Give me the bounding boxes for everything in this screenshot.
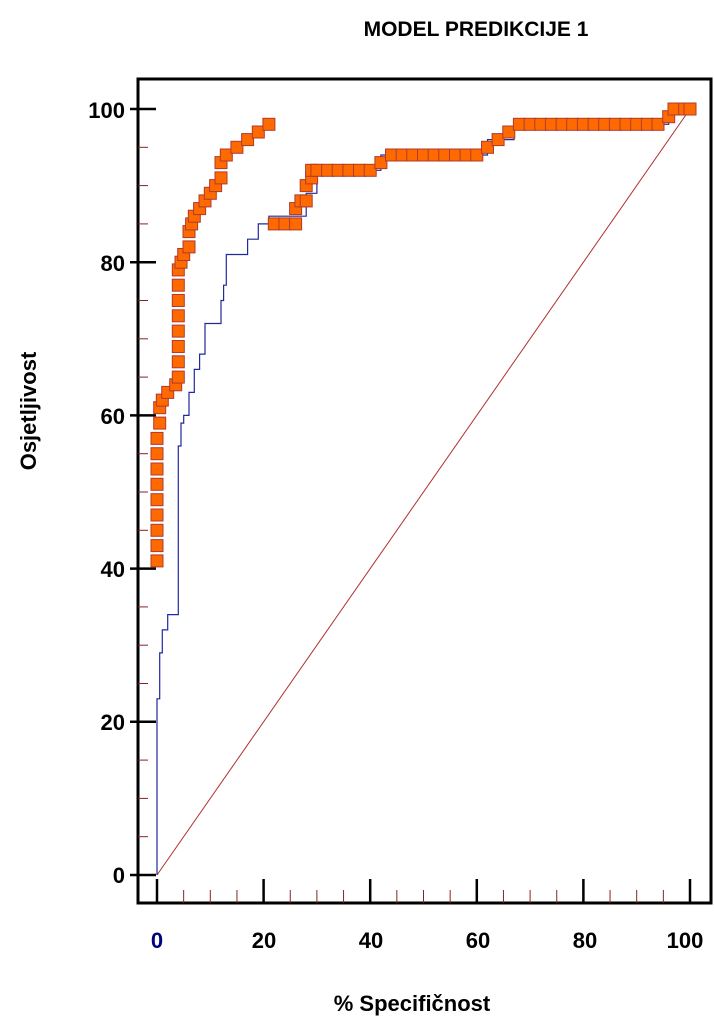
y-tick-label: 40	[101, 557, 125, 582]
ci-box-marker	[150, 431, 164, 445]
ci-box-marker	[481, 140, 494, 154]
ci-box-marker	[251, 125, 265, 139]
y-axis-title: Osjetljivost	[16, 351, 41, 470]
ci-box-marker	[219, 148, 233, 162]
ci-box-marker	[171, 324, 185, 338]
ci-box-marker	[150, 462, 164, 476]
ci-box-marker	[150, 523, 164, 537]
chart-title: MODEL PREDIKCIJE 1	[364, 18, 589, 41]
x-tick-labels: 0 20 40 60 80 100	[151, 928, 703, 953]
y-tick-label: 0	[113, 863, 125, 888]
ci-box-marker	[241, 133, 255, 147]
ci-box-marker	[299, 194, 313, 208]
ci-box-marker	[363, 163, 377, 177]
ci-box-marker	[150, 477, 164, 491]
diagonal-layer	[156, 108, 691, 876]
x-tick-label: 80	[573, 928, 597, 953]
x-tick-label: 100	[667, 928, 704, 953]
ci-box-marker	[502, 125, 516, 139]
x-tick-label: 20	[252, 928, 276, 953]
ci-box-marker	[214, 171, 228, 185]
ci-box-marker	[150, 554, 164, 568]
x-axis-title: % Specifičnost	[334, 991, 491, 1016]
x-tick-label: 60	[466, 928, 490, 953]
y-tick-label: 60	[101, 404, 125, 429]
ci-box-marker	[150, 447, 164, 461]
ci-box-marker	[171, 294, 185, 307]
ci-box-marker	[683, 102, 697, 116]
ci-box-marker	[182, 240, 196, 254]
ci-box-marker	[150, 539, 164, 553]
ci-box-marker	[171, 355, 185, 369]
ci-box-marker	[651, 117, 665, 131]
ci-box-marker	[171, 340, 185, 353]
ci-box-marker	[230, 140, 244, 154]
y-tick-label: 100	[88, 98, 125, 123]
ci-box-marker	[150, 508, 164, 522]
ci-box-marker	[491, 133, 505, 147]
x-tick-label: 0	[151, 928, 163, 953]
y-tick-label: 80	[101, 251, 125, 276]
major-ticks	[130, 107, 692, 903]
ci-box-marker	[374, 156, 388, 170]
minor-ticks	[138, 146, 664, 903]
ci-box-marker	[171, 309, 185, 323]
diagonal-reference-line	[156, 108, 691, 876]
ci-box-marker	[150, 493, 164, 507]
plot-frame	[136, 77, 713, 905]
x-tick-label: 40	[359, 928, 383, 953]
y-axis-title-group: Osjetljivost	[16, 351, 41, 470]
ci-box-marker	[153, 416, 167, 430]
ci-box-marker	[171, 370, 185, 384]
ci-box-marker	[262, 117, 276, 131]
ci-box-marker	[289, 217, 303, 231]
ci-box-marker	[171, 278, 185, 292]
y-tick-label: 20	[101, 710, 125, 735]
ci-box-marker	[470, 148, 484, 162]
ci-box-layer	[150, 102, 697, 568]
y-tick-labels: 0 20 40 60 80 100	[88, 98, 125, 888]
